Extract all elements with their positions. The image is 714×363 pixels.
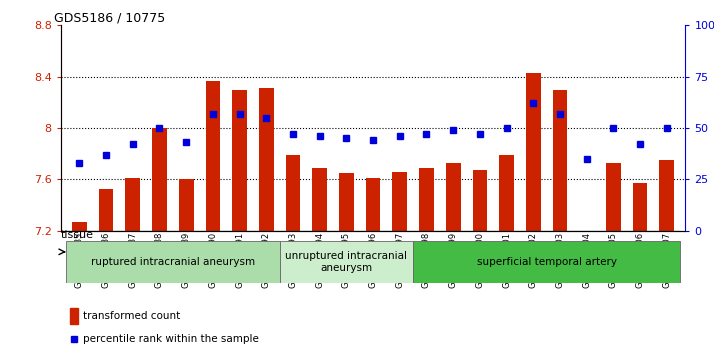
Text: transformed count: transformed count: [83, 311, 181, 321]
Bar: [72, 221, 86, 231]
Bar: [339, 173, 353, 231]
Bar: [553, 90, 568, 231]
Bar: [526, 73, 540, 231]
Bar: [99, 189, 114, 231]
Text: tissue: tissue: [61, 230, 94, 240]
Text: percentile rank within the sample: percentile rank within the sample: [83, 334, 259, 344]
Text: superficial temporal artery: superficial temporal artery: [477, 257, 617, 267]
Bar: [312, 168, 327, 231]
Bar: [473, 170, 487, 231]
Bar: [126, 178, 140, 231]
Text: unruptured intracranial
aneurysm: unruptured intracranial aneurysm: [286, 252, 408, 273]
Bar: [660, 160, 674, 231]
Text: GDS5186 / 10775: GDS5186 / 10775: [54, 11, 166, 24]
Bar: [206, 81, 220, 231]
Bar: [633, 183, 648, 231]
Bar: [499, 155, 514, 231]
Bar: [178, 179, 193, 231]
Bar: [66, 241, 280, 283]
Bar: [259, 88, 273, 231]
Bar: [366, 178, 381, 231]
Bar: [280, 241, 413, 283]
Bar: [232, 90, 247, 231]
Bar: [413, 241, 680, 283]
Bar: [446, 163, 461, 231]
Bar: [152, 128, 167, 231]
Bar: [606, 163, 620, 231]
Text: ruptured intracranial aneurysm: ruptured intracranial aneurysm: [91, 257, 255, 267]
Bar: [70, 308, 78, 324]
Bar: [286, 155, 301, 231]
Bar: [419, 168, 434, 231]
Bar: [393, 172, 407, 231]
